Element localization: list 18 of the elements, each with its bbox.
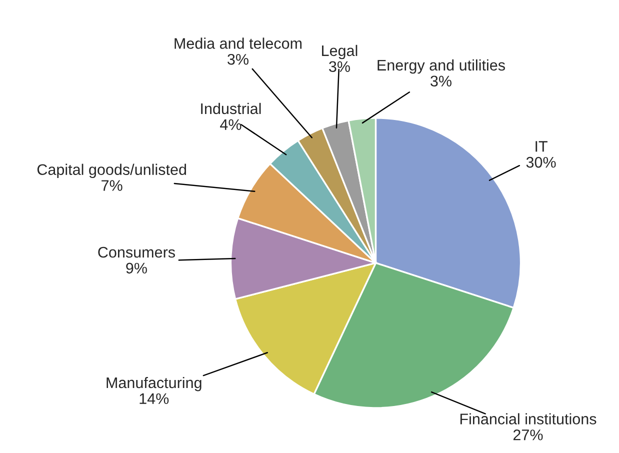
data-label: 30%: [526, 156, 556, 168]
slice-label: IT: [536, 141, 548, 152]
slice-label: Media and telecom: [174, 38, 302, 49]
slice-label: Manufacturing: [106, 376, 202, 392]
slice-label: Energy and utilities: [378, 59, 505, 74]
slice-label: Financial institutions: [460, 413, 596, 424]
slice-label: Consumers: [98, 246, 175, 258]
data-label: 9%: [126, 262, 147, 274]
data-label: 27%: [513, 430, 543, 440]
data-label: 3%: [329, 61, 350, 72]
slice-label: Legal: [322, 44, 358, 60]
data-label: 7%: [102, 180, 122, 191]
slice-label: Capital goods/unlisted: [37, 164, 186, 178]
data-label: 4%: [220, 119, 242, 130]
data-label: 3%: [430, 76, 452, 87]
slice-label: Industrial: [201, 102, 261, 114]
data-label: 3%: [228, 54, 248, 65]
data-label: 14%: [140, 393, 169, 404]
